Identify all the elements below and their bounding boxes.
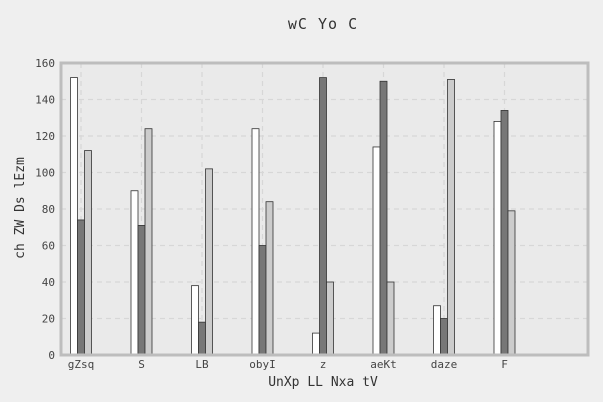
bar (312, 332, 320, 356)
y-axis-ticks: 0 20 40 60 80 100 120 140 160 (35, 57, 55, 362)
bar (319, 77, 327, 356)
bar (447, 79, 455, 356)
bar (500, 110, 509, 356)
bar (433, 305, 441, 356)
bar (144, 128, 153, 356)
bar (77, 219, 85, 356)
y-tick-label: 60 (42, 240, 55, 253)
x-tick-label: obyI (249, 358, 276, 371)
y-tick-label: 80 (42, 203, 55, 216)
y-tick-label: 20 (42, 313, 55, 326)
x-tick-label: F (501, 358, 508, 371)
bar (372, 146, 381, 356)
bar (379, 80, 388, 356)
bar (493, 121, 502, 356)
bar (386, 281, 395, 356)
y-tick-label: 0 (48, 349, 55, 362)
x-tick-label: z (320, 358, 327, 371)
y-tick-label: 120 (35, 130, 55, 143)
x-axis-ticks: gZsq S LB obyI z aeKt daze F (68, 358, 508, 371)
x-tick-label: aeKt (370, 358, 397, 371)
y-axis-label: ch ZW Ds lEzm (13, 157, 28, 259)
bar (137, 225, 146, 356)
x-axis-label: UnXp LL Nxa tV (268, 375, 378, 390)
bar (440, 318, 448, 356)
y-tick-label: 160 (35, 57, 55, 70)
x-tick-label: LB (195, 358, 209, 371)
bar (198, 321, 206, 356)
bar (251, 128, 260, 356)
bar (326, 281, 334, 356)
y-tick-label: 100 (35, 167, 55, 180)
bar (84, 150, 92, 356)
bar (258, 245, 267, 356)
x-tick-label: gZsq (68, 358, 95, 371)
bar (507, 210, 516, 356)
chart-title: wC Yo C (288, 15, 358, 33)
bars (70, 77, 516, 356)
y-tick-label: 40 (42, 276, 55, 289)
y-tick-label: 140 (35, 94, 55, 107)
bar (265, 201, 274, 356)
bar (191, 285, 199, 356)
plot-frame (59, 61, 590, 357)
x-tick-label: S (138, 358, 145, 371)
x-tick-label: daze (431, 358, 458, 371)
bar (205, 168, 213, 356)
bar (70, 77, 78, 356)
bar (130, 190, 139, 356)
